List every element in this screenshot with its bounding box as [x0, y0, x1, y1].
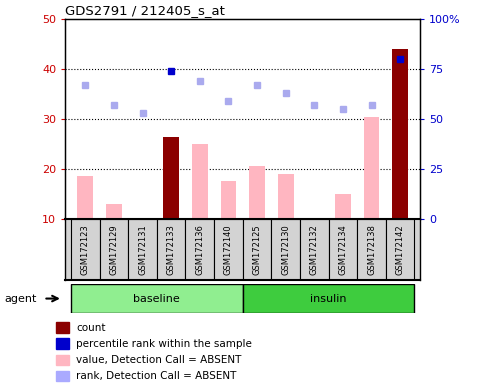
Text: value, Detection Call = ABSENT: value, Detection Call = ABSENT: [76, 355, 242, 365]
Bar: [157, 219, 185, 280]
Text: GSM172125: GSM172125: [253, 224, 261, 275]
Text: GSM172129: GSM172129: [109, 224, 118, 275]
Text: GSM172140: GSM172140: [224, 224, 233, 275]
Bar: [71, 219, 99, 280]
Bar: [192, 144, 208, 219]
Text: insulin: insulin: [311, 293, 347, 304]
Bar: [271, 219, 300, 280]
Bar: [392, 49, 408, 219]
Text: GSM172136: GSM172136: [195, 224, 204, 275]
Bar: [71, 284, 243, 313]
Bar: [278, 174, 294, 219]
Text: percentile rank within the sample: percentile rank within the sample: [76, 339, 252, 349]
Bar: [99, 219, 128, 280]
Bar: [56, 323, 70, 333]
Text: GSM172131: GSM172131: [138, 224, 147, 275]
Bar: [163, 137, 179, 219]
Text: rank, Detection Call = ABSENT: rank, Detection Call = ABSENT: [76, 371, 237, 381]
Text: GSM172130: GSM172130: [281, 224, 290, 275]
Bar: [335, 194, 351, 219]
Bar: [249, 167, 265, 219]
Bar: [243, 219, 271, 280]
Text: GSM172134: GSM172134: [339, 224, 347, 275]
Text: count: count: [76, 323, 106, 333]
Text: GSM172142: GSM172142: [396, 224, 405, 275]
Bar: [214, 219, 243, 280]
Bar: [357, 219, 386, 280]
Bar: [221, 182, 236, 219]
Bar: [243, 284, 414, 313]
Text: agent: agent: [5, 293, 37, 304]
Text: GSM172138: GSM172138: [367, 224, 376, 275]
Text: GDS2791 / 212405_s_at: GDS2791 / 212405_s_at: [65, 3, 225, 17]
Bar: [328, 219, 357, 280]
Bar: [300, 219, 328, 280]
Text: GSM172133: GSM172133: [167, 224, 176, 275]
Bar: [128, 219, 157, 280]
Text: GSM172132: GSM172132: [310, 224, 319, 275]
Bar: [56, 354, 70, 365]
Bar: [386, 219, 414, 280]
Bar: [56, 339, 70, 349]
Bar: [364, 117, 380, 219]
Bar: [106, 204, 122, 219]
Text: GSM172123: GSM172123: [81, 224, 90, 275]
Text: baseline: baseline: [133, 293, 180, 304]
Bar: [77, 177, 93, 219]
Bar: [185, 219, 214, 280]
Bar: [56, 371, 70, 381]
